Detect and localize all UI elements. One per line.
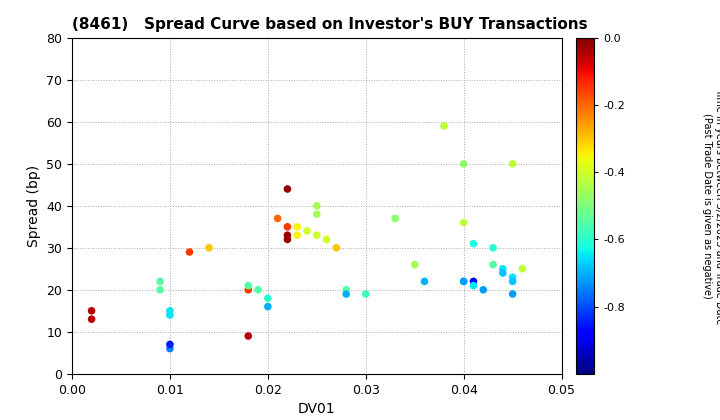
Point <box>341 286 352 293</box>
Point <box>438 123 450 129</box>
Point <box>458 278 469 285</box>
Point <box>321 236 333 243</box>
Point <box>164 312 176 318</box>
Point <box>262 295 274 302</box>
Point <box>507 160 518 167</box>
Point <box>282 232 293 239</box>
Point <box>468 278 480 285</box>
Y-axis label: Spread (bp): Spread (bp) <box>27 165 41 247</box>
Point <box>164 341 176 348</box>
Point <box>458 160 469 167</box>
Text: Time in years between 5/2/2025 and Trade Date
(Past Trade Date is given as negat: Time in years between 5/2/2025 and Trade… <box>702 88 720 324</box>
Point <box>360 291 372 297</box>
Point <box>330 244 342 251</box>
Point <box>468 240 480 247</box>
Point <box>203 244 215 251</box>
Point <box>282 236 293 243</box>
Point <box>507 278 518 285</box>
Point <box>497 265 508 272</box>
Point <box>390 215 401 222</box>
Point <box>272 215 284 222</box>
Point <box>507 291 518 297</box>
Text: (8461)   Spread Curve based on Investor's BUY Transactions: (8461) Spread Curve based on Investor's … <box>72 18 588 32</box>
Point <box>243 333 254 339</box>
Point <box>487 244 499 251</box>
Point <box>341 291 352 297</box>
Point <box>301 228 312 234</box>
Point <box>262 303 274 310</box>
Point <box>409 261 420 268</box>
Point <box>164 345 176 352</box>
Point <box>468 282 480 289</box>
Point <box>477 286 489 293</box>
Point <box>419 278 431 285</box>
Point <box>311 202 323 209</box>
X-axis label: DV01: DV01 <box>298 402 336 416</box>
Point <box>282 186 293 192</box>
Point <box>497 270 508 276</box>
Point <box>292 232 303 239</box>
Point <box>184 249 195 255</box>
Point <box>458 278 469 285</box>
Point <box>282 223 293 230</box>
Point <box>154 278 166 285</box>
Point <box>292 223 303 230</box>
Point <box>86 316 97 323</box>
Point <box>154 286 166 293</box>
Point <box>86 307 97 314</box>
Point <box>458 219 469 226</box>
Point <box>487 261 499 268</box>
Point <box>164 307 176 314</box>
Point <box>311 211 323 218</box>
Point <box>243 286 254 293</box>
Point <box>517 265 528 272</box>
Point <box>252 286 264 293</box>
Point <box>311 232 323 239</box>
Point <box>243 282 254 289</box>
Point <box>507 274 518 281</box>
